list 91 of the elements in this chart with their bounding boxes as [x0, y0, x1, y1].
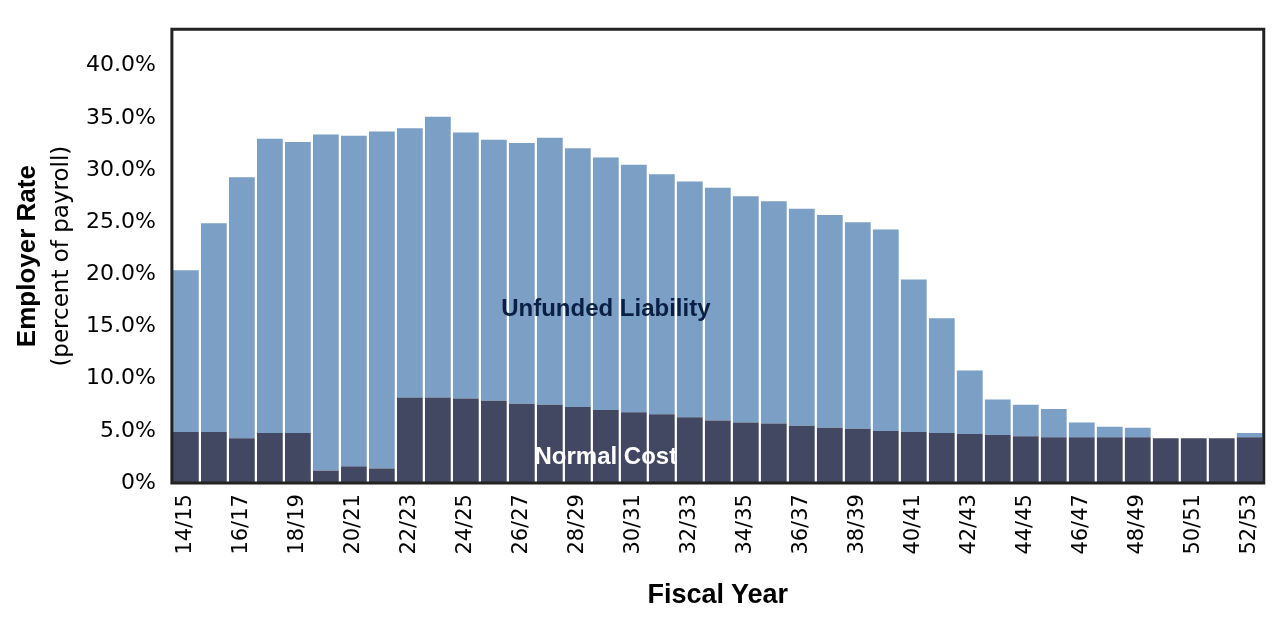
bar	[760, 423, 787, 484]
bar	[1012, 404, 1039, 437]
bar	[816, 214, 843, 428]
bar	[340, 135, 367, 467]
x-tick-label: 14/15	[172, 494, 197, 555]
y-tick-label: 25.0%	[86, 207, 156, 233]
bar	[956, 434, 983, 484]
x-tick-label: 44/45	[1012, 494, 1037, 555]
x-tick-label: 20/21	[340, 494, 365, 555]
y-tick-label: 35.0%	[86, 103, 156, 129]
bar	[732, 196, 759, 423]
x-tick-label: 46/47	[1068, 494, 1093, 555]
bar	[928, 318, 955, 433]
bar	[1124, 427, 1151, 438]
bar	[424, 116, 451, 398]
bar	[173, 431, 199, 484]
x-tick-label: 38/39	[844, 494, 869, 555]
bar	[1096, 437, 1123, 484]
bar	[1040, 437, 1067, 484]
y-tick-label: 30.0%	[86, 155, 156, 181]
bar	[257, 433, 283, 484]
bar	[368, 468, 395, 484]
bar	[424, 397, 451, 484]
bar	[816, 427, 843, 484]
bar	[928, 433, 955, 484]
y-axis-title: Employer Rate (percent of payroll)	[11, 145, 73, 367]
y-tick-label: 40.0%	[86, 51, 156, 77]
x-tick-label: 28/29	[564, 494, 589, 555]
bar	[872, 430, 899, 484]
bar	[872, 229, 899, 431]
bar	[1096, 426, 1123, 438]
x-tick-label: 40/41	[900, 494, 925, 555]
bar	[788, 425, 815, 484]
bar	[984, 399, 1011, 436]
x-tick-label: 26/27	[508, 494, 533, 555]
y-tick-label: 5.0%	[99, 416, 156, 442]
bar	[508, 403, 535, 484]
bar	[452, 398, 479, 484]
bar	[480, 400, 507, 484]
bar	[229, 438, 255, 484]
x-tick-label: 32/33	[676, 494, 701, 555]
x-axis-title: Fiscal Year	[647, 579, 789, 610]
bar	[1236, 437, 1263, 484]
bar	[1236, 433, 1263, 438]
bar	[788, 208, 815, 426]
bar	[1040, 409, 1067, 438]
x-tick-label: 30/31	[620, 494, 645, 555]
bar	[1068, 422, 1095, 438]
bar	[1012, 436, 1039, 484]
bar	[284, 433, 311, 484]
x-tick-label: 36/37	[788, 494, 813, 555]
y-tick-label: 10.0%	[86, 364, 156, 390]
bar	[396, 128, 423, 398]
x-tick-label: 50/51	[1180, 494, 1205, 555]
bar	[732, 422, 759, 484]
bar	[704, 420, 731, 484]
bar	[396, 397, 423, 484]
bar	[257, 138, 283, 433]
bar	[900, 279, 927, 432]
bar	[676, 417, 703, 484]
bar	[900, 431, 927, 484]
y-tick-label: 20.0%	[86, 260, 156, 286]
x-tick-label: 18/19	[284, 494, 309, 555]
bar	[1208, 438, 1235, 484]
bar	[312, 134, 339, 471]
bar	[201, 431, 227, 484]
bar	[229, 177, 255, 439]
bar	[1124, 437, 1151, 484]
bar	[1180, 438, 1207, 484]
bar	[340, 466, 367, 484]
bar	[844, 428, 871, 484]
bar	[201, 223, 227, 432]
bar	[284, 141, 311, 433]
bar	[173, 270, 199, 432]
bar	[1068, 437, 1095, 484]
x-tick-label: 48/49	[1124, 494, 1149, 555]
x-tick-label: 22/23	[396, 494, 421, 555]
bar	[452, 132, 479, 399]
x-tick-label: 42/43	[956, 494, 981, 555]
x-tick-label: 24/25	[452, 494, 477, 555]
y-tick-label: 15.0%	[86, 312, 156, 338]
x-tick-label: 34/35	[732, 494, 757, 555]
bar	[984, 435, 1011, 484]
bar	[368, 131, 395, 469]
y-tick-label: 0%	[120, 468, 156, 494]
bar	[1152, 438, 1179, 484]
bar	[760, 201, 787, 424]
x-tick-label: 16/17	[228, 494, 253, 555]
bar	[956, 370, 983, 435]
x-tick-label: 52/53	[1236, 494, 1261, 555]
bar	[844, 222, 871, 429]
